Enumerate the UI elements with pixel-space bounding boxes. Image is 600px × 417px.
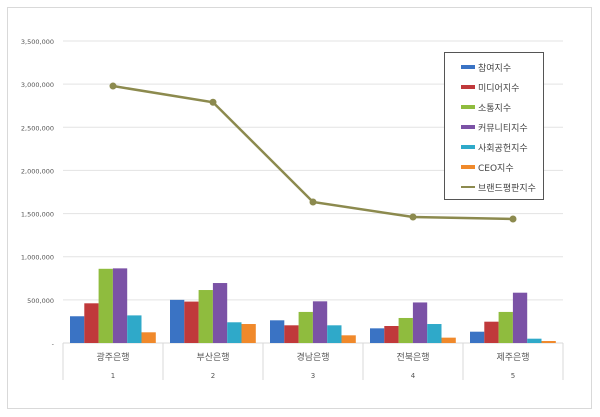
y-tick-label: 500,000 (27, 297, 54, 305)
bar-커뮤니티지수 (312, 301, 328, 343)
bar-참여지수 (270, 320, 285, 343)
line-marker-icon (461, 186, 475, 188)
bar-미디어지수 (484, 321, 499, 343)
bar-참여지수 (470, 331, 485, 343)
chart-frame (7, 7, 592, 409)
bar-커뮤니티지수 (112, 268, 128, 343)
color-swatch-icon (461, 145, 475, 149)
legend-label: CEO지수 (478, 163, 514, 174)
bar-참여지수 (70, 316, 85, 343)
bar-커뮤니티지수 (412, 302, 428, 343)
line-point (109, 82, 117, 90)
category-label: 부산은행 (196, 351, 229, 363)
category-label: 광주은행 (96, 351, 129, 363)
bar-미디어지수 (384, 326, 399, 343)
line-point (309, 198, 317, 206)
category-number: 2 (211, 372, 215, 380)
bar-소통지수 (498, 311, 513, 343)
category-number: 4 (411, 372, 416, 380)
bar-커뮤니티지수 (212, 283, 228, 343)
bar-사회공헌지수 (327, 325, 342, 343)
bar-소통지수 (398, 317, 413, 343)
line-point (409, 213, 417, 221)
legend-item: CEO지수 (445, 157, 543, 177)
color-swatch-icon (461, 105, 475, 109)
bar-소통지수 (298, 311, 313, 343)
bar-미디어지수 (184, 301, 199, 343)
bar-CEO지수 (241, 324, 256, 343)
legend-item: 브랜드평판지수 (445, 177, 543, 197)
bar-사회공헌지수 (527, 338, 542, 343)
category-number: 1 (111, 372, 115, 380)
line-point (209, 98, 217, 106)
color-swatch-icon (461, 65, 475, 69)
bar-CEO지수 (541, 341, 556, 343)
y-tick-label: 3,000,000 (21, 81, 54, 89)
legend-label: 소통지수 (478, 103, 512, 114)
bar-참여지수 (370, 328, 385, 343)
category-label: 제주은행 (496, 351, 529, 363)
bar-CEO지수 (341, 335, 356, 343)
bar-CEO지수 (441, 337, 456, 343)
bar-사회공헌지수 (127, 315, 142, 343)
legend-label: 사회공헌지수 (478, 143, 528, 154)
legend-item: 커뮤니티지수 (445, 117, 543, 137)
y-tick-label: - (52, 340, 55, 348)
legend-label: 브랜드평판지수 (478, 183, 536, 194)
y-tick-label: 2,500,000 (21, 124, 54, 132)
legend-item: 참여지수 (445, 57, 543, 77)
bar-미디어지수 (84, 303, 99, 343)
category-number: 5 (511, 372, 515, 380)
legend-item: 미디어지수 (445, 77, 543, 97)
legend-label: 미디어지수 (478, 83, 520, 94)
legend-item: 소통지수 (445, 97, 543, 117)
y-tick-label: 3,500,000 (21, 38, 54, 46)
bar-미디어지수 (284, 325, 299, 343)
legend-item: 사회공헌지수 (445, 137, 543, 157)
bar-CEO지수 (141, 332, 156, 343)
color-swatch-icon (461, 85, 475, 89)
bar-커뮤니티지수 (512, 292, 528, 343)
line-point (509, 215, 517, 223)
y-tick-label: 1,500,000 (21, 211, 54, 219)
legend-label: 참여지수 (478, 63, 512, 74)
bar-사회공헌지수 (427, 324, 442, 343)
legend-label: 커뮤니티지수 (478, 123, 528, 134)
bar-참여지수 (170, 299, 185, 343)
category-number: 3 (311, 372, 315, 380)
category-label: 경남은행 (296, 351, 329, 363)
color-swatch-icon (461, 165, 475, 169)
bar-소통지수 (198, 290, 213, 343)
y-tick-label: 1,000,000 (21, 254, 54, 262)
color-swatch-icon (461, 125, 475, 129)
y-tick-label: 2,000,000 (21, 167, 54, 175)
bar-소통지수 (98, 268, 113, 343)
bar-사회공헌지수 (227, 322, 242, 343)
category-label: 전북은행 (396, 351, 429, 363)
